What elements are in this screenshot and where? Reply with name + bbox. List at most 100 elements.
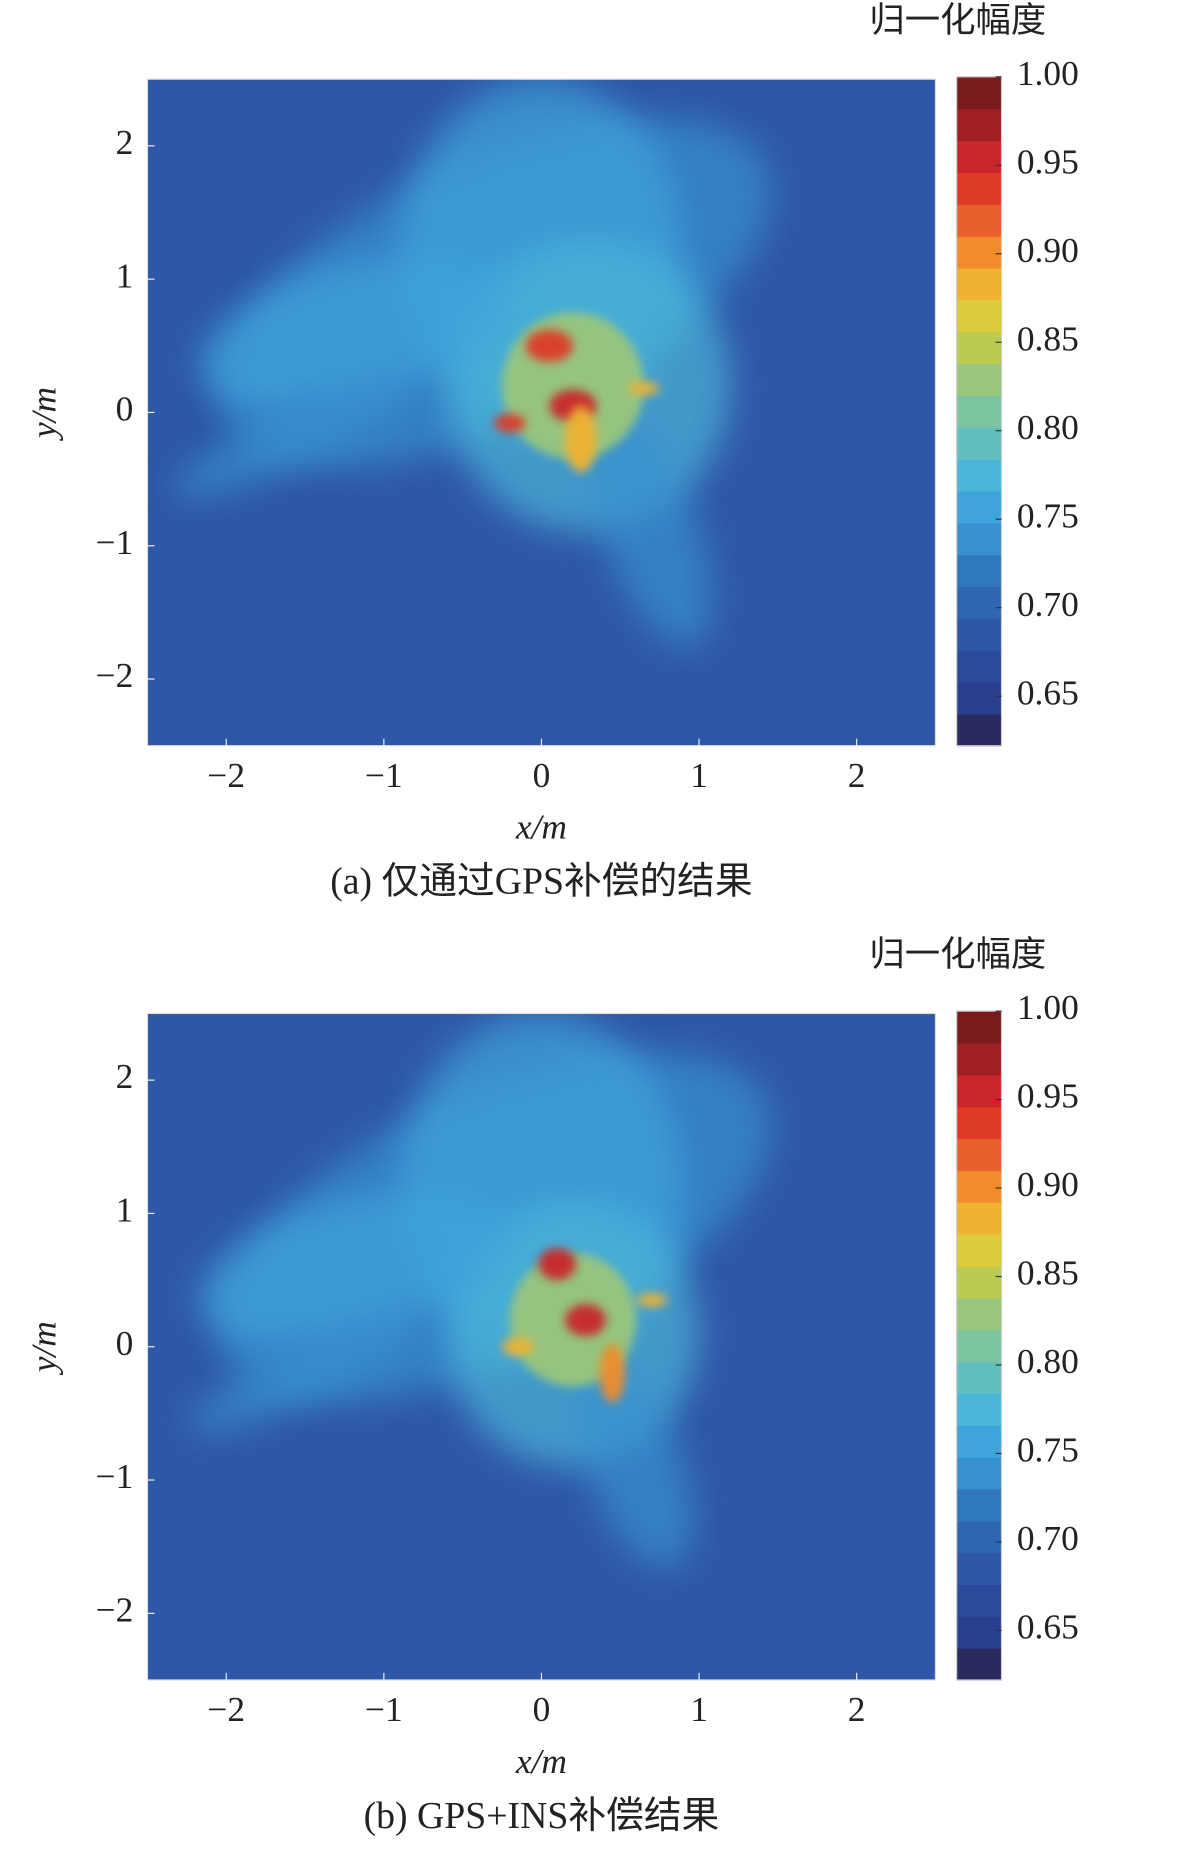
heatmap-blob [599,1344,625,1403]
heatmap [147,1013,936,1680]
heatmap-blob [628,381,660,396]
colorbar-swatch [956,1648,1002,1681]
colorbar-swatch [956,1520,1002,1554]
colorbar-swatch [956,1106,1002,1140]
y-tick-label: 2 [116,1056,134,1096]
colorbar-tick-label: 0.70 [1017,584,1079,624]
x-axis-label: x/m [515,807,567,847]
colorbar-tick-label: 0.90 [1017,230,1079,270]
colorbar-tick-label: 0.95 [1017,141,1079,181]
heatmap-blob [565,1304,607,1337]
x-tick-label: 0 [533,1689,551,1729]
heatmap-blob [494,413,526,433]
heatmap-blob [636,1293,668,1307]
colorbar-swatch [956,427,1002,460]
colorbar-swatch [956,395,1002,428]
y-tick-label: 2 [116,122,134,162]
colorbar-swatch [956,1393,1002,1426]
x-tick-label: −2 [207,755,245,795]
colorbar-frame [956,1010,1003,1681]
x-tick-label: −1 [365,755,403,795]
colorbar-swatch [956,459,1002,492]
heatmap-blob [174,380,405,498]
colorbar-tick-label: 0.65 [1017,1607,1079,1647]
colorbar-swatch [956,1457,1002,1490]
colorbar-frame [956,76,1003,747]
colorbar-swatch [956,1584,1002,1617]
colorbar-tick-label: 0.65 [1017,672,1079,712]
colorbar-swatch [956,554,1002,588]
colorbar-tick-label: 0.90 [1017,1164,1079,1204]
colorbar-swatch [956,140,1002,173]
colorbar-swatch [956,1616,1002,1649]
y-axis-label: y/m [23,1321,63,1375]
colorbar-tick-label: 1.00 [1017,53,1079,93]
heatmap-blob [578,1365,694,1569]
colorbar-swatch [956,1425,1002,1458]
colorbar-tick-label: 1.00 [1017,987,1079,1027]
colorbar-swatch [956,1170,1002,1203]
colorbar-tick-label: 0.95 [1017,1076,1079,1116]
colorbar-swatch [956,1552,1002,1586]
heatmap-blob [199,1190,506,1343]
heatmap-blob [525,329,573,362]
colorbar-swatch [956,204,1002,237]
y-tick-label: 0 [116,389,134,429]
y-tick-label: 1 [116,255,134,295]
colorbar-swatch [956,618,1002,651]
colorbar-swatch [956,586,1002,619]
y-tick-label: −2 [96,655,134,695]
colorbar-swatch [956,331,1002,365]
colorbar-tick-label: 0.80 [1017,1341,1079,1381]
y-tick-label: −1 [96,522,134,562]
heatmap-blob [199,256,506,409]
colorbar-title: 归一化幅度 [869,0,1046,40]
colorbar-swatch [956,1361,1002,1394]
x-tick-label: 2 [848,1689,866,1729]
colorbar-swatch [956,1074,1002,1108]
colorbar-swatch [956,108,1002,142]
x-tick-label: −1 [365,1689,403,1729]
heatmap-blob [190,1314,420,1432]
colorbar-swatch [956,76,1002,110]
colorbar-title: 归一化幅度 [869,934,1046,974]
heatmap-blob [502,1337,534,1357]
colorbar-swatch [956,522,1002,556]
y-tick-label: −1 [96,1456,134,1496]
colorbar-swatch [956,713,1002,747]
colorbar-swatch [956,1202,1002,1235]
colorbar-swatch [956,490,1002,524]
y-axis-label: y/m [23,387,63,441]
heatmap-blob [591,418,713,647]
colorbar-tick-label: 0.85 [1017,1253,1079,1293]
colorbar-tick-label: 0.80 [1017,407,1079,447]
colorbar-swatch [956,1042,1002,1076]
caption: (b) GPS+INS补偿结果 [364,1795,720,1837]
colorbar-swatch [956,650,1002,683]
y-tick-label: −2 [96,1589,134,1629]
x-tick-label: 1 [690,1689,708,1729]
x-tick-label: 0 [533,755,551,795]
colorbar-swatch [956,363,1002,396]
colorbar-tick-label: 0.85 [1017,318,1079,358]
colorbar-tick-label: 0.70 [1017,1518,1079,1558]
colorbar-swatch [956,1138,1002,1171]
y-tick-label: 0 [116,1323,134,1363]
colorbar-swatch [956,236,1002,269]
x-tick-label: 1 [690,755,708,795]
colorbar-swatch [956,681,1002,715]
colorbar-swatch [956,1011,1002,1044]
caption: (a) 仅通过GPS补偿的结果 [330,861,752,903]
colorbar-swatch [956,1329,1002,1363]
colorbar-tick-label: 0.75 [1017,1430,1079,1470]
heatmap-blob [538,1248,577,1281]
colorbar-swatch [956,172,1002,205]
colorbar-swatch [956,299,1002,333]
x-tick-label: −2 [207,1689,245,1729]
colorbar-tick-label: 0.75 [1017,495,1079,535]
x-tick-label: 2 [848,755,866,795]
heatmap-blob [565,405,597,473]
heatmap [147,79,936,746]
